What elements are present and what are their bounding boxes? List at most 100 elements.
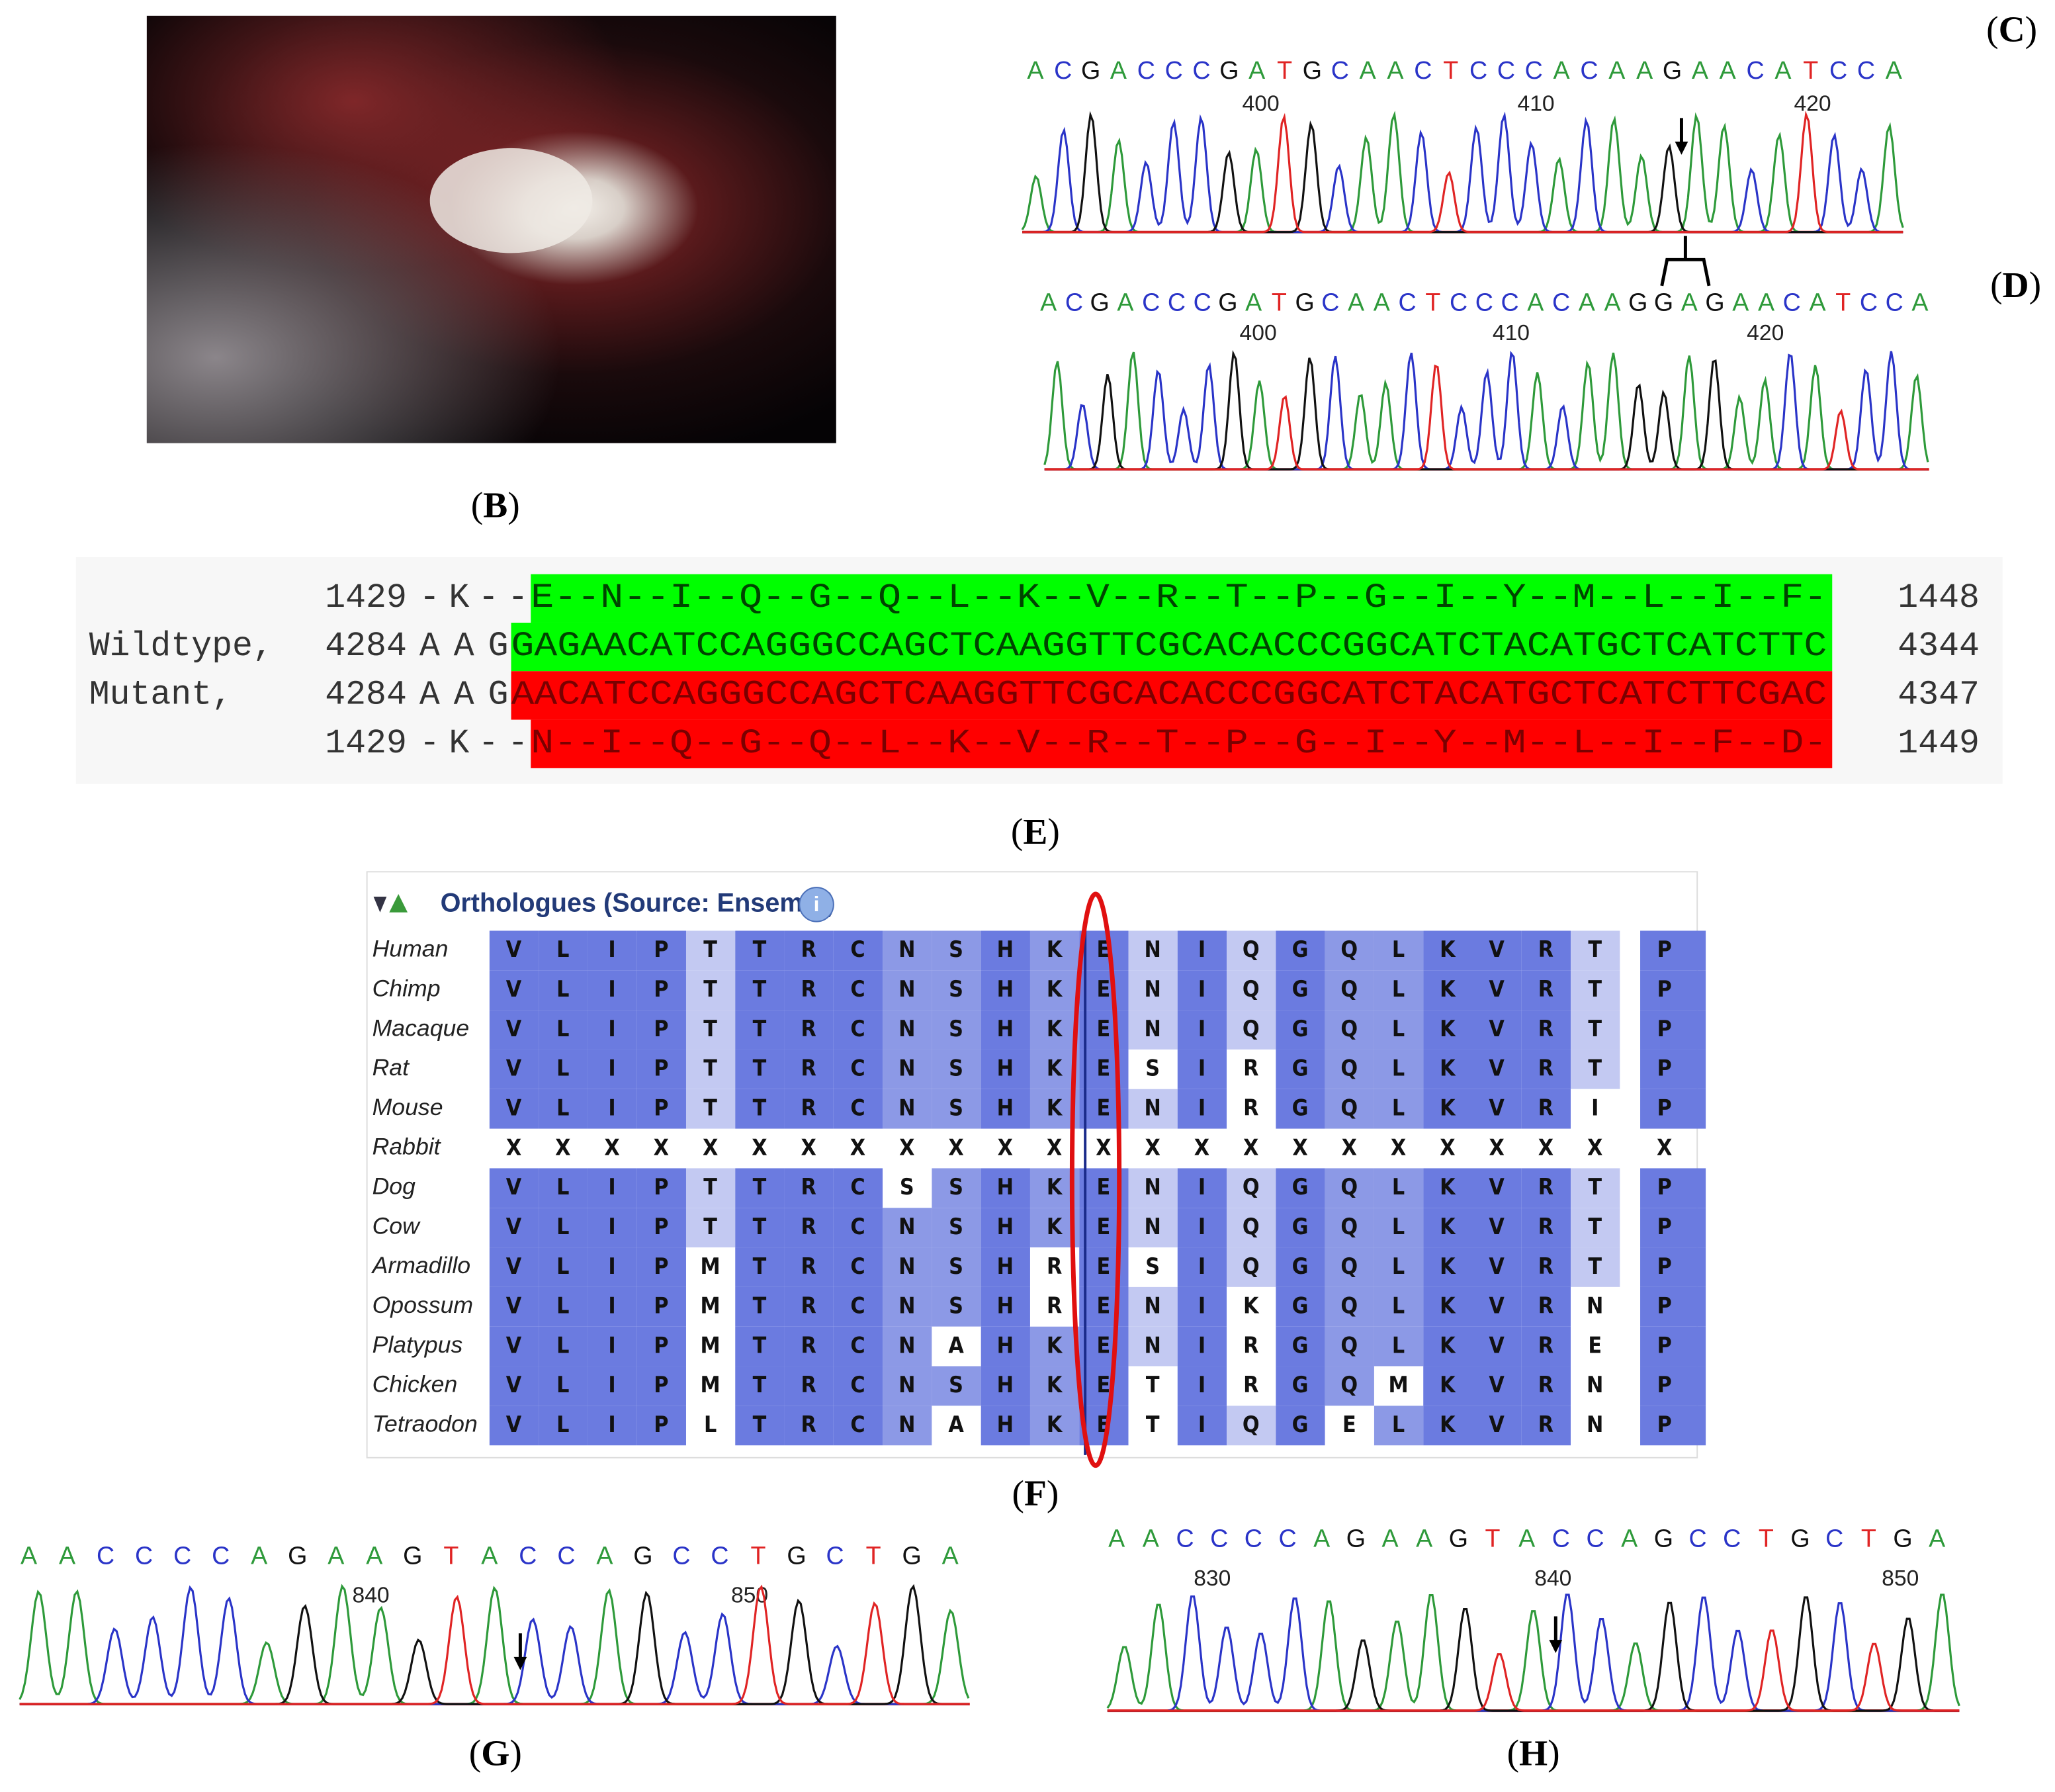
highlight: [531, 574, 1833, 623]
base-call: C: [1857, 56, 1875, 84]
highlight: [511, 622, 1833, 672]
residue-cell: [685, 1406, 736, 1446]
residue-cell: [636, 1286, 686, 1327]
residue-cell: [1177, 1366, 1227, 1406]
residue-cell: [588, 1247, 637, 1287]
residue-cell: [1571, 1208, 1620, 1248]
base-call: G: [1218, 289, 1237, 316]
residue-cell: [1177, 1168, 1227, 1208]
residue-cell: [1227, 1286, 1276, 1327]
residue-cell: [685, 1366, 736, 1406]
residue-cell: [1079, 1049, 1129, 1089]
residue-cell: [1374, 1208, 1424, 1248]
residue-cell: [735, 1208, 785, 1248]
base-call: C: [1552, 289, 1570, 316]
residue-cell: [1472, 1208, 1522, 1248]
residue-cell: [1374, 1286, 1424, 1327]
base-call: T: [1485, 1525, 1501, 1552]
trace: [1022, 111, 1903, 234]
position-label: 840: [353, 1584, 390, 1608]
residue-cell: [1177, 1208, 1227, 1248]
residue-cell: [685, 1208, 736, 1248]
base-call: A: [1604, 289, 1621, 316]
residue-cell: [932, 1326, 981, 1366]
residue-cell: [981, 1208, 1030, 1248]
species-name: Rat: [372, 1054, 411, 1081]
residue-cell: [1079, 1010, 1129, 1050]
residue-cell: [1128, 1049, 1178, 1089]
residue-cell: [1029, 1326, 1080, 1366]
base-call: T: [1277, 56, 1292, 84]
bracket: [1660, 236, 1711, 287]
residue-cell: [1325, 1168, 1374, 1208]
base-call: C: [1723, 1525, 1741, 1552]
residue-cell: [1276, 1286, 1325, 1327]
residue-cell: [1177, 1247, 1227, 1287]
residue-cell: [1640, 1168, 1706, 1208]
row-name: Wildtype,: [89, 627, 273, 666]
base-call: C: [135, 1541, 153, 1569]
residue-cell: [1374, 1406, 1424, 1446]
residue-cell: [833, 1208, 883, 1248]
residue-cell: [1423, 970, 1473, 1010]
residue-cell: [784, 1010, 834, 1050]
residue-cell: [1177, 1406, 1227, 1446]
base-call: A: [1929, 1525, 1946, 1552]
panel-label: (H): [1507, 1732, 1560, 1773]
arrow-head: [513, 1656, 527, 1670]
residue-cell: [1177, 970, 1227, 1010]
residue-cell: [833, 1406, 883, 1446]
residue-cell: [1079, 930, 1129, 971]
sequence: GAGAACATCCAGGGCCAGCTCAAGGTTCGCACACCCGGCA…: [511, 627, 1827, 666]
residue-cell: [735, 970, 785, 1010]
residue-cell: [981, 1406, 1030, 1446]
residue-cell: [1472, 1010, 1522, 1050]
residue-cell: [1177, 1010, 1227, 1050]
residue-cell: [1325, 1406, 1374, 1446]
residue-cell: [1571, 1286, 1620, 1327]
base-call: G: [1663, 56, 1682, 84]
end-position: 1448: [1898, 579, 1980, 617]
base-call: A: [59, 1541, 76, 1569]
residue-cell: [1227, 1010, 1276, 1050]
residue-cell: [1227, 1326, 1276, 1366]
base-call: T: [1425, 289, 1440, 316]
residue-cell: [636, 970, 686, 1010]
residue-cell: [1029, 1010, 1080, 1050]
panel-label: (B): [471, 484, 520, 525]
residue-cell: [685, 1049, 736, 1089]
panel-letter: E: [1023, 811, 1047, 852]
base-call: C: [557, 1541, 575, 1569]
residue-cell: [735, 930, 785, 971]
residue-cell: [1325, 1366, 1374, 1406]
base-call: C: [1525, 56, 1543, 84]
residue-cell: [1374, 1010, 1424, 1050]
residue-cell: [588, 970, 637, 1010]
residue-cell: [1276, 1168, 1325, 1208]
residue-cell: [1029, 970, 1080, 1010]
base-call: C: [1142, 289, 1160, 316]
residue-cell: [1571, 1406, 1620, 1446]
residue-cell: [489, 1326, 539, 1366]
residue-cell: [489, 1286, 539, 1327]
residue-cell: [489, 970, 539, 1010]
base-call: C: [1210, 1525, 1228, 1552]
residue-cell: [1276, 1366, 1325, 1406]
residue-cell: [1374, 1247, 1424, 1287]
residue-cell: [883, 1326, 932, 1366]
base-call: A: [1381, 1525, 1399, 1552]
residue-cell: [1640, 1010, 1706, 1050]
residue-cell: [1571, 1366, 1620, 1406]
trace: [1044, 351, 1928, 470]
base-call: C: [1469, 56, 1487, 84]
residue-cell: [1472, 970, 1522, 1010]
trace: [19, 1584, 969, 1705]
residue-cell: [1325, 1326, 1374, 1366]
base-call: A: [942, 1541, 959, 1569]
start-position: 4284: [325, 676, 407, 715]
residue-cell: [833, 930, 883, 971]
residue-cell: [1374, 1168, 1424, 1208]
residue-cell: [1128, 1366, 1178, 1406]
